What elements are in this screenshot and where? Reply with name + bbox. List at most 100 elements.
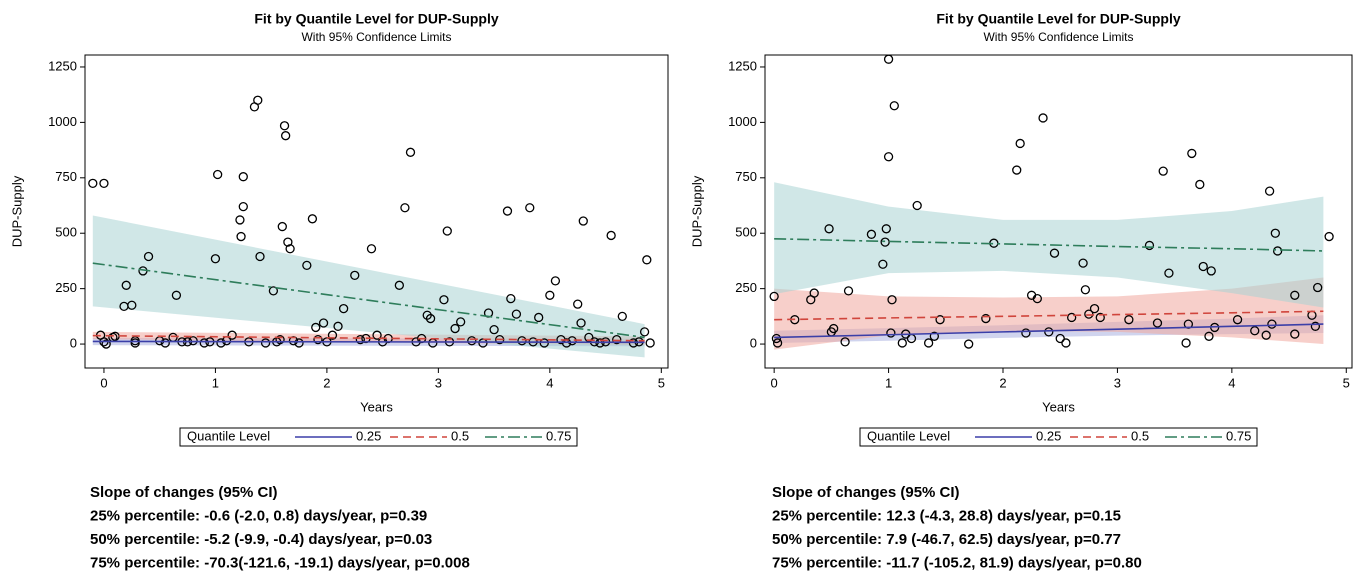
quantile-line bbox=[92, 334, 645, 342]
data-point bbox=[1270, 228, 1280, 238]
data-point bbox=[1078, 258, 1088, 268]
data-point bbox=[517, 336, 527, 346]
data-point bbox=[887, 295, 897, 305]
chart-title: Fit by Quantile Level for DUP-Supply bbox=[936, 11, 1180, 27]
data-point bbox=[127, 300, 137, 310]
data-point bbox=[1015, 138, 1025, 149]
data-point bbox=[1144, 240, 1155, 251]
data-point bbox=[442, 226, 452, 236]
data-point bbox=[645, 338, 655, 348]
data-point bbox=[439, 295, 449, 305]
data-point bbox=[769, 291, 779, 302]
data-point bbox=[617, 311, 627, 322]
data-point bbox=[171, 290, 182, 300]
data-point bbox=[642, 255, 652, 265]
x-tick-label: 5 bbox=[658, 375, 665, 390]
x-tick-label: 0 bbox=[100, 375, 107, 390]
data-point bbox=[255, 251, 265, 262]
data-point bbox=[188, 336, 198, 346]
quantile-line bbox=[774, 323, 1324, 339]
data-point bbox=[238, 172, 248, 182]
data-point bbox=[253, 95, 263, 105]
data-point bbox=[886, 328, 896, 338]
y-tick-label: 1000 bbox=[728, 114, 757, 129]
data-point bbox=[350, 270, 360, 280]
data-point bbox=[281, 131, 291, 141]
chart-title: Fit by Quantile Level for DUP-Supply bbox=[254, 11, 498, 27]
data-point bbox=[88, 178, 98, 188]
data-point bbox=[883, 54, 894, 64]
data-point bbox=[260, 338, 271, 348]
legend-title: Quantile Level bbox=[187, 428, 270, 443]
y-axis-label: DUP-Supply bbox=[9, 175, 24, 247]
data-point bbox=[1272, 246, 1283, 256]
quantile-line bbox=[92, 262, 645, 339]
data-point bbox=[881, 224, 891, 234]
chart-subtitle: With 95% Confidence Limits bbox=[983, 30, 1133, 44]
data-point bbox=[216, 338, 226, 348]
data-point bbox=[1181, 338, 1191, 348]
legend: Quantile Level 0.25 0.5 0.75 bbox=[179, 427, 578, 447]
data-point bbox=[160, 338, 170, 348]
data-point bbox=[355, 334, 365, 345]
y-tick-label: 0 bbox=[750, 335, 757, 350]
x-tick-label: 1 bbox=[885, 375, 892, 390]
confidence-band bbox=[92, 215, 645, 358]
data-point bbox=[405, 147, 416, 157]
data-point bbox=[1095, 312, 1105, 323]
data-point bbox=[935, 315, 945, 325]
data-point bbox=[1044, 327, 1054, 337]
data-point bbox=[866, 229, 877, 239]
data-point bbox=[1232, 315, 1243, 325]
legend-title: Quantile Level bbox=[867, 428, 950, 443]
data-point bbox=[268, 286, 279, 296]
data-point bbox=[456, 317, 466, 327]
data-point bbox=[964, 339, 974, 349]
quantile-line bbox=[92, 340, 645, 344]
data-point bbox=[1204, 331, 1214, 341]
data-point bbox=[1267, 319, 1277, 329]
data-point bbox=[1187, 148, 1197, 159]
data-point bbox=[578, 216, 588, 226]
x-tick-label: 2 bbox=[999, 375, 1006, 390]
data-point bbox=[450, 323, 460, 334]
legend-label: 0.75 bbox=[1226, 428, 1251, 443]
x-tick-label: 5 bbox=[1343, 375, 1350, 390]
data-point bbox=[394, 280, 405, 290]
slope-note: Slope of changes (95% CI) bbox=[772, 484, 960, 501]
x-tick-label: 2 bbox=[323, 375, 330, 390]
data-point bbox=[277, 221, 287, 232]
legend-label: 0.5 bbox=[1131, 428, 1149, 443]
y-tick-label: 1250 bbox=[48, 58, 77, 73]
data-point bbox=[1324, 231, 1334, 242]
quantile-line bbox=[774, 237, 1324, 252]
data-point bbox=[333, 321, 343, 331]
data-point bbox=[99, 178, 109, 188]
data-point bbox=[467, 336, 477, 346]
slope-note: 75% percentile: -70.3(-121.6, -19.1) day… bbox=[90, 555, 470, 572]
data-point bbox=[1055, 333, 1065, 344]
data-point bbox=[275, 334, 285, 345]
data-point bbox=[511, 309, 522, 319]
data-point bbox=[1089, 303, 1100, 314]
data-point bbox=[318, 318, 329, 328]
data-point bbox=[372, 330, 382, 340]
y-tick-label: 1000 bbox=[48, 114, 77, 129]
legend-label: 0.25 bbox=[356, 428, 381, 443]
x-tick-label: 3 bbox=[1114, 375, 1121, 390]
y-axis-label: DUP-Supply bbox=[689, 175, 704, 247]
data-point bbox=[840, 337, 850, 347]
data-point bbox=[981, 313, 991, 324]
confidence-band bbox=[774, 277, 1324, 350]
x-tick-label: 3 bbox=[435, 375, 442, 390]
data-point bbox=[236, 231, 246, 242]
legend: Quantile Level 0.25 0.5 0.75 bbox=[859, 427, 1258, 447]
data-point bbox=[1198, 261, 1208, 272]
data-point bbox=[912, 200, 922, 211]
data-point bbox=[809, 288, 819, 298]
plot-frame bbox=[764, 54, 1353, 369]
data-point bbox=[612, 334, 622, 345]
data-point bbox=[843, 286, 854, 296]
data-point bbox=[573, 299, 583, 309]
